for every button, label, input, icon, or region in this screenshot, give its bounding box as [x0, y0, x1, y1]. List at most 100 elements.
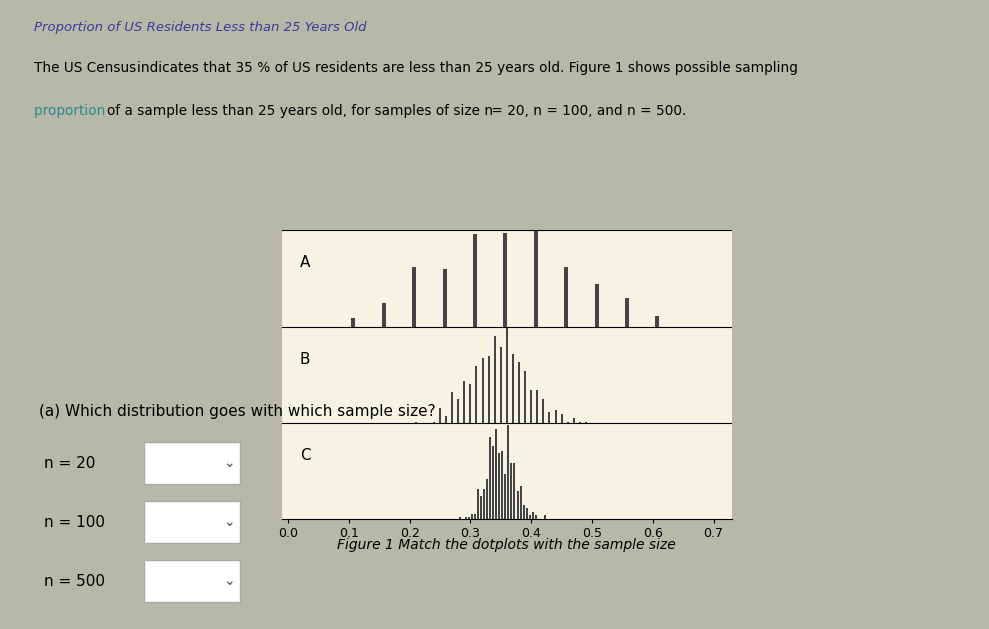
Point: [558, 271, 574, 281]
Point: [467, 283, 483, 293]
Point: [469, 399, 485, 409]
Point: [463, 418, 479, 428]
Point: [523, 387, 539, 398]
Point: [467, 260, 483, 270]
Point: [467, 312, 483, 322]
Point: [450, 406, 466, 416]
Point: [517, 389, 533, 399]
Point: [467, 279, 483, 289]
Point: [548, 412, 564, 422]
Point: [436, 318, 452, 328]
Point: [494, 492, 510, 502]
Point: [467, 511, 483, 521]
Point: [481, 399, 496, 409]
Point: [489, 499, 504, 509]
Point: [486, 466, 501, 476]
Point: [406, 276, 422, 286]
Point: [494, 470, 510, 480]
Point: [456, 395, 472, 405]
Point: [467, 263, 483, 273]
Point: [436, 283, 452, 293]
Point: [483, 435, 498, 445]
Point: [499, 378, 515, 388]
Point: [463, 404, 479, 415]
Point: [497, 294, 513, 304]
Point: [345, 318, 361, 328]
Point: [467, 271, 483, 281]
Point: [525, 511, 541, 521]
Point: [500, 511, 516, 521]
Point: [489, 475, 504, 485]
Point: [489, 487, 504, 497]
Point: [467, 298, 483, 308]
Point: [517, 367, 533, 377]
Point: [492, 449, 507, 459]
Point: [467, 316, 483, 326]
Point: [493, 362, 508, 372]
Point: [456, 382, 472, 392]
Point: [406, 304, 422, 314]
Point: [487, 408, 502, 418]
Point: [467, 237, 483, 247]
Point: [376, 305, 392, 315]
Point: [493, 395, 508, 405]
Point: [509, 503, 525, 513]
Point: [528, 269, 544, 279]
Point: [528, 250, 544, 260]
Point: [406, 311, 422, 321]
Point: [505, 404, 521, 415]
Point: [528, 260, 544, 270]
Point: [528, 252, 544, 262]
Point: [486, 452, 501, 462]
Point: [542, 410, 558, 420]
Point: [487, 384, 502, 394]
Point: [511, 360, 527, 370]
Point: [497, 477, 513, 487]
Point: [469, 386, 485, 396]
Point: [558, 310, 574, 320]
Point: [486, 503, 501, 513]
Point: [467, 294, 483, 304]
Point: [619, 313, 635, 323]
Point: [473, 492, 489, 502]
Point: [528, 316, 544, 326]
Point: [505, 391, 521, 401]
Point: [475, 380, 491, 390]
Point: [470, 504, 486, 515]
Point: [500, 473, 516, 483]
Point: [505, 364, 521, 374]
Point: [497, 241, 513, 251]
Point: [406, 279, 422, 289]
Point: [467, 310, 483, 320]
Point: [558, 276, 574, 286]
Point: [406, 290, 422, 300]
Point: [467, 247, 483, 257]
Point: [376, 303, 392, 313]
Point: [497, 316, 513, 326]
Point: [489, 445, 504, 455]
Bar: [144, 560, 240, 603]
Point: [480, 504, 495, 515]
Point: [528, 266, 544, 276]
Point: [376, 309, 392, 319]
Point: [436, 301, 452, 311]
Point: [528, 234, 544, 244]
Point: [438, 416, 454, 426]
Point: [475, 382, 491, 392]
Point: [528, 232, 544, 242]
Point: [506, 513, 522, 523]
Text: n = 500: n = 500: [44, 574, 105, 589]
Point: [497, 491, 513, 501]
Point: [554, 418, 570, 428]
Point: [497, 282, 513, 292]
Point: [469, 406, 485, 416]
Point: [558, 309, 574, 319]
Point: [463, 401, 479, 411]
Point: [436, 310, 452, 320]
Point: [509, 487, 525, 497]
Point: [492, 478, 507, 488]
Point: [499, 337, 515, 347]
Point: [506, 492, 522, 502]
Point: [487, 418, 502, 428]
Point: [500, 494, 516, 504]
